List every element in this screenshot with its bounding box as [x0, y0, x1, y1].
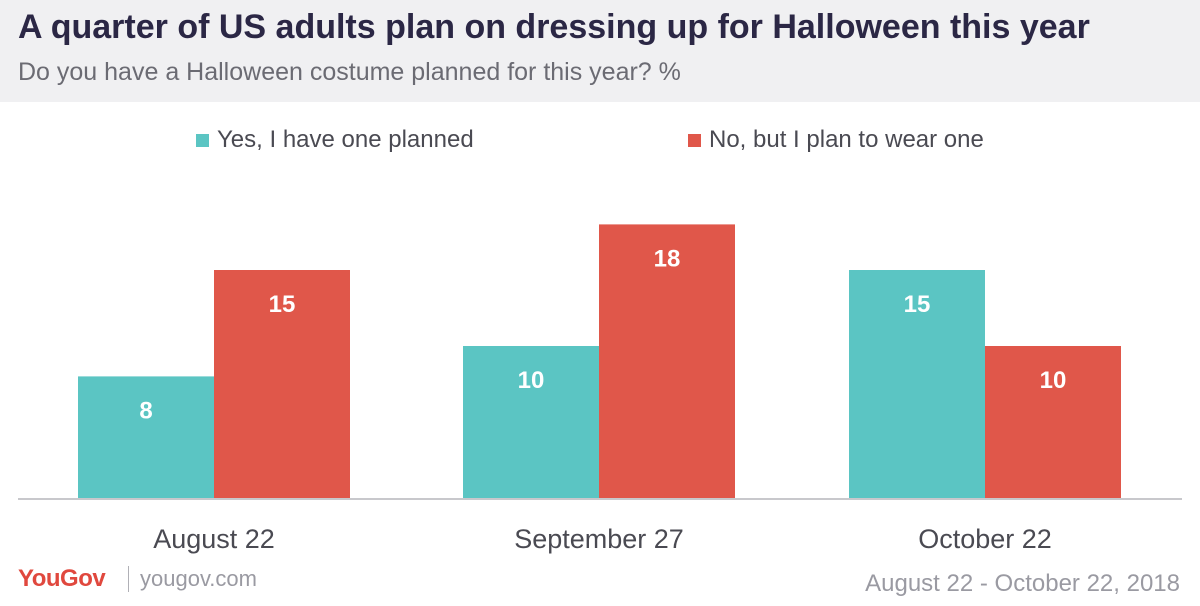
data-label-no-1: 18	[654, 245, 681, 272]
chart-legend: Yes, I have one planned No, but I plan t…	[0, 126, 1200, 156]
legend-item-no: No, but I plan to wear one	[688, 126, 984, 154]
bar-yes-1	[463, 346, 599, 498]
bar-yes-0	[78, 376, 214, 498]
bar-no-2	[985, 346, 1121, 498]
data-label-yes-1: 10	[518, 367, 545, 394]
chart-title: A quarter of US adults plan on dressing …	[18, 8, 1090, 46]
yougov-logo: YouGov	[18, 565, 106, 592]
logo-divider	[128, 566, 129, 592]
data-label-yes-0: 8	[139, 397, 152, 424]
date-range: August 22 - October 22, 2018	[865, 570, 1180, 597]
bar-no-1	[599, 224, 735, 498]
category-label-0: August 22	[153, 524, 275, 554]
data-label-yes-2: 15	[904, 291, 931, 318]
data-label-no-2: 10	[1040, 367, 1067, 394]
category-label-1: September 27	[514, 524, 684, 554]
legend-label-no: No, but I plan to wear one	[709, 126, 984, 153]
chart-subtitle: Do you have a Halloween costume planned …	[18, 58, 681, 86]
bar-chart: 8 15 August 22 10 18 September 27 15 10 October …	[18, 224, 1182, 554]
data-label-no-0: 15	[269, 291, 296, 318]
legend-label-yes: Yes, I have one planned	[217, 126, 474, 153]
bar-no-0	[214, 270, 350, 498]
legend-item-yes: Yes, I have one planned	[196, 126, 474, 154]
site-link[interactable]: yougov.com	[140, 566, 257, 591]
legend-swatch-no	[688, 133, 701, 147]
header-band: A quarter of US adults plan on dressing …	[0, 0, 1200, 102]
bar-yes-2	[849, 270, 985, 498]
category-label-2: October 22	[918, 524, 1052, 554]
legend-swatch-yes	[196, 133, 209, 147]
